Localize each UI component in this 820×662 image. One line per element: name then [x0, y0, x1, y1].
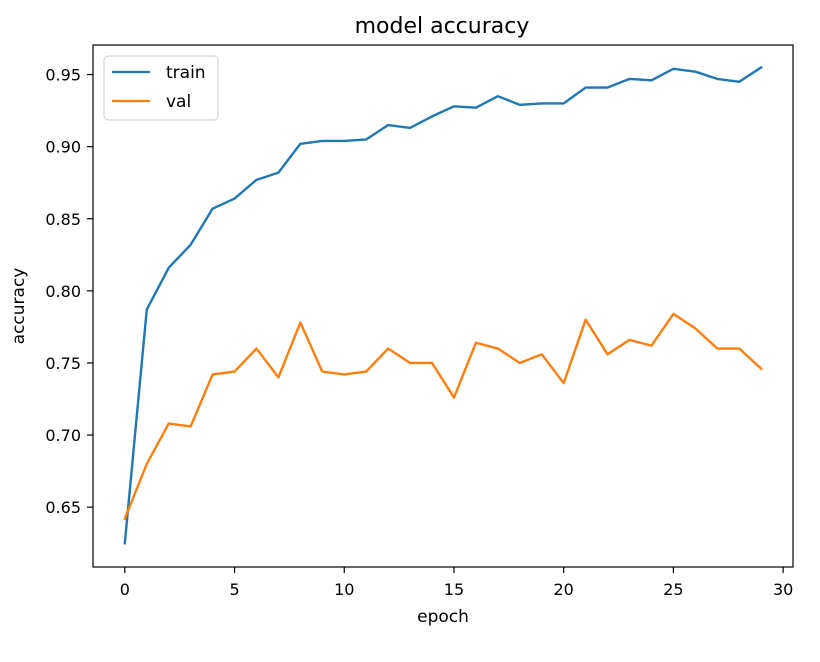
chart-title: model accuracy: [355, 14, 530, 39]
y-tick-label: 0.85: [45, 210, 81, 229]
y-axis-label: accuracy: [9, 268, 29, 345]
y-tick-label: 0.80: [45, 282, 81, 301]
series-layer: [123, 65, 763, 545]
y-tick-label: 0.70: [45, 426, 81, 445]
legend: train val: [103, 55, 219, 121]
x-tick-label: 0: [120, 580, 130, 599]
series-line-val: [123, 312, 763, 521]
x-axis-label: epoch: [417, 607, 469, 627]
plot-area-frame: [92, 44, 794, 568]
y-tick-label: 0.90: [45, 138, 81, 157]
x-tick-label: 25: [663, 580, 683, 599]
y-tick-label: 0.95: [45, 66, 81, 85]
y-tick-label: 0.75: [45, 354, 81, 373]
y-axis-ticks: 0.65 0.70 0.75 0.80 0.85 0.90 0.95: [45, 66, 93, 517]
x-tick-label: 15: [444, 580, 464, 599]
series-line-train: [123, 65, 763, 545]
x-tick-label: 20: [554, 580, 574, 599]
y-tick-label: 0.65: [45, 498, 81, 517]
legend-label-train: train: [166, 63, 206, 83]
x-tick-label: 5: [229, 580, 239, 599]
x-axis-ticks: 0 5 10 15 20 25 30: [120, 567, 793, 599]
x-tick-label: 10: [334, 580, 354, 599]
x-tick-label: 30: [773, 580, 793, 599]
legend-label-val: val: [166, 92, 191, 112]
